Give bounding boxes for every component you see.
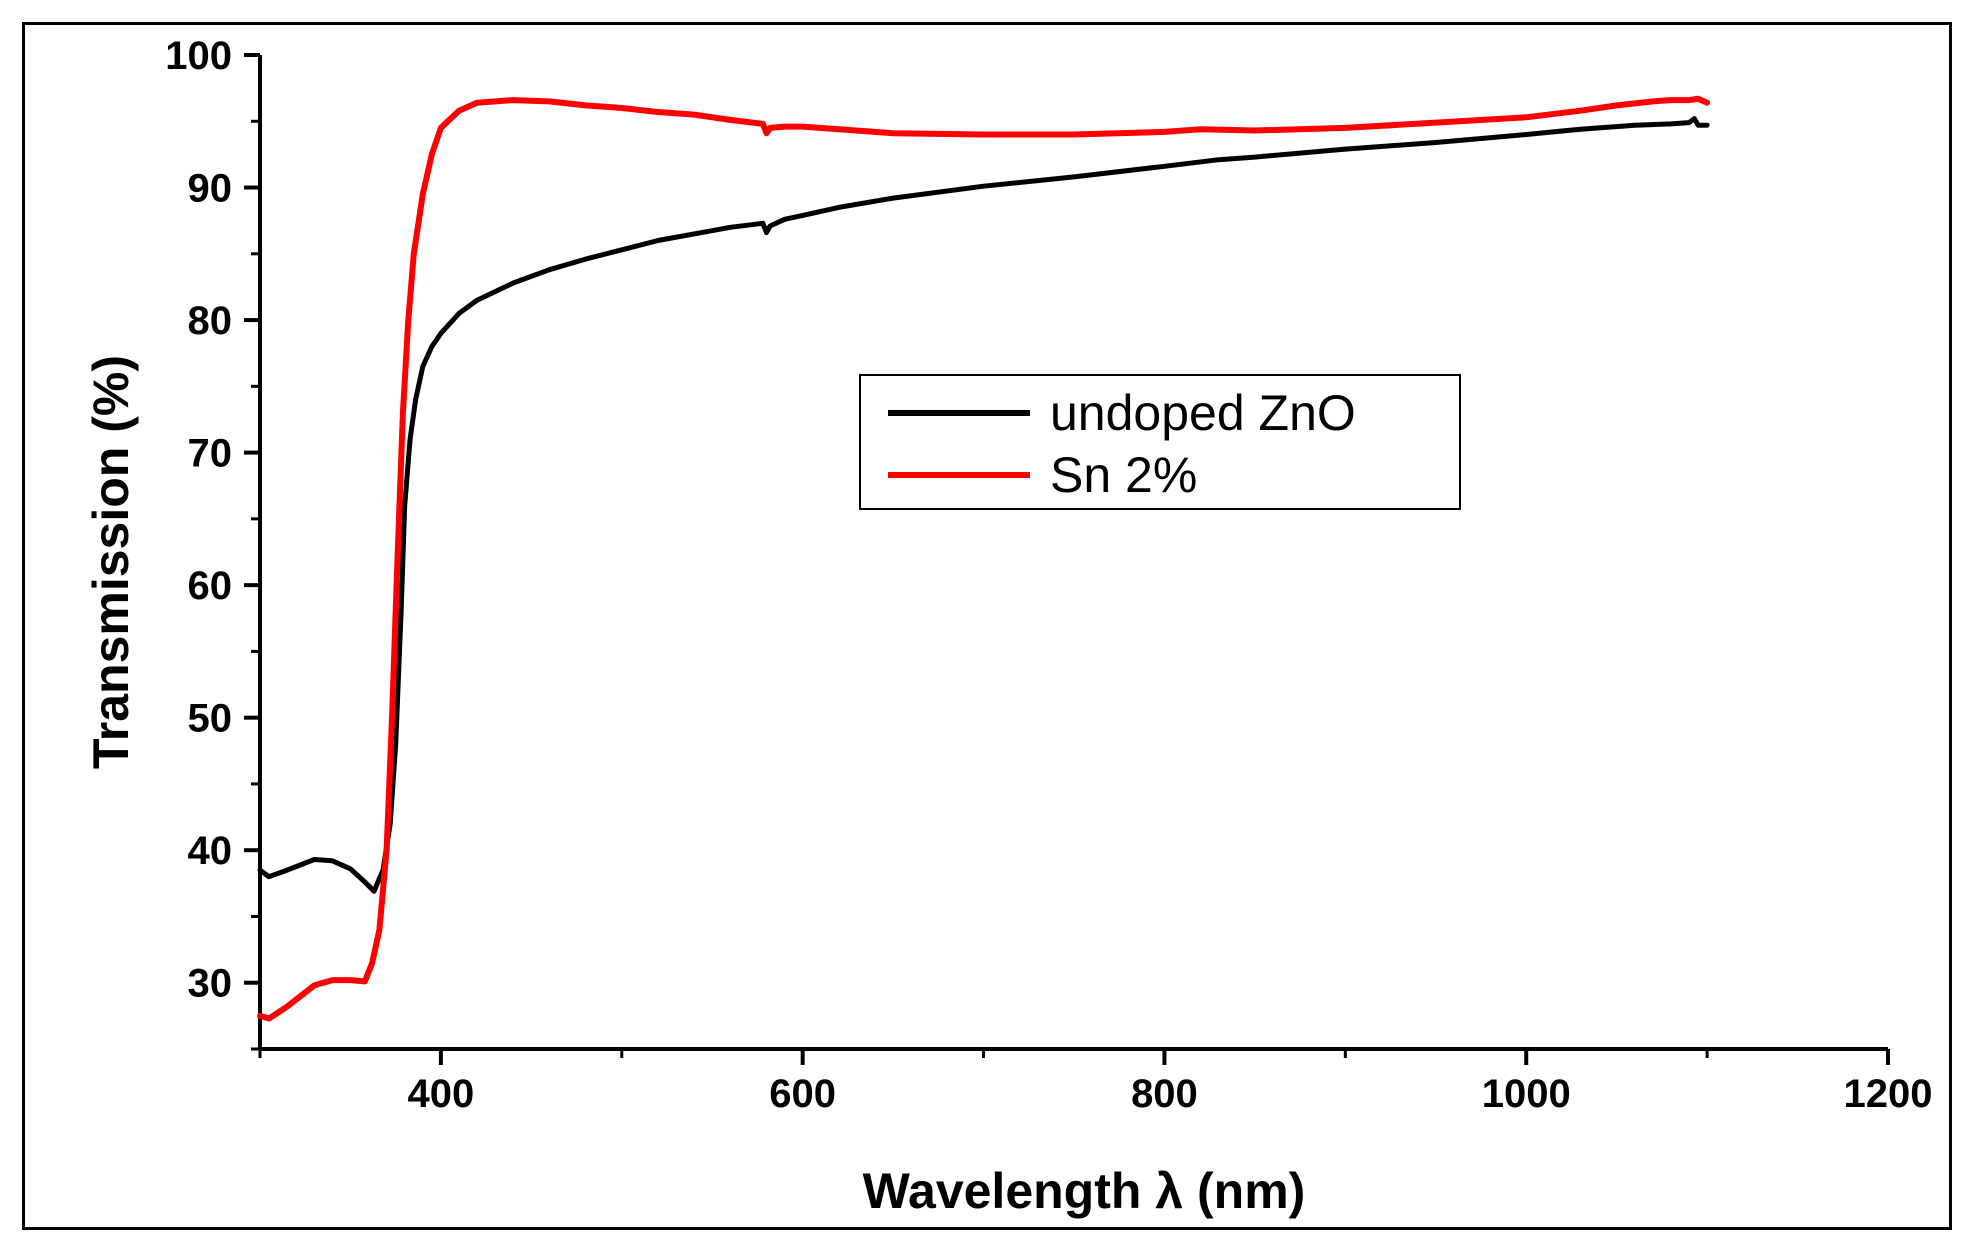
y-tick-label-40: 40: [188, 829, 233, 873]
legend-label-0: undoped ZnO: [1050, 385, 1356, 441]
series-line-sn-2pct: [257, 95, 1711, 1022]
figure-frame: [22, 22, 1952, 1230]
y-tick-label-100: 100: [165, 34, 232, 78]
y-tick-label-70: 70: [188, 432, 233, 476]
y-axis-title: Transmission (%): [83, 355, 139, 769]
x-axis-title: Wavelength λ (nm): [863, 1163, 1306, 1219]
x-tick-label-1000: 1000: [1482, 1072, 1571, 1116]
y-tick-label-30: 30: [188, 962, 233, 1006]
x-tick-label-800: 800: [1131, 1072, 1198, 1116]
y-tick-label-50: 50: [188, 697, 233, 741]
x-tick-label-600: 600: [769, 1072, 836, 1116]
x-tick-label-1200: 1200: [1844, 1072, 1933, 1116]
y-tick-label-90: 90: [188, 167, 233, 211]
legend-box: [859, 374, 1461, 510]
x-tick-label-400: 400: [408, 1072, 475, 1116]
legend-label-1: Sn 2%: [1050, 447, 1197, 503]
y-tick-label-60: 60: [188, 564, 233, 608]
y-tick-label-80: 80: [188, 299, 233, 343]
